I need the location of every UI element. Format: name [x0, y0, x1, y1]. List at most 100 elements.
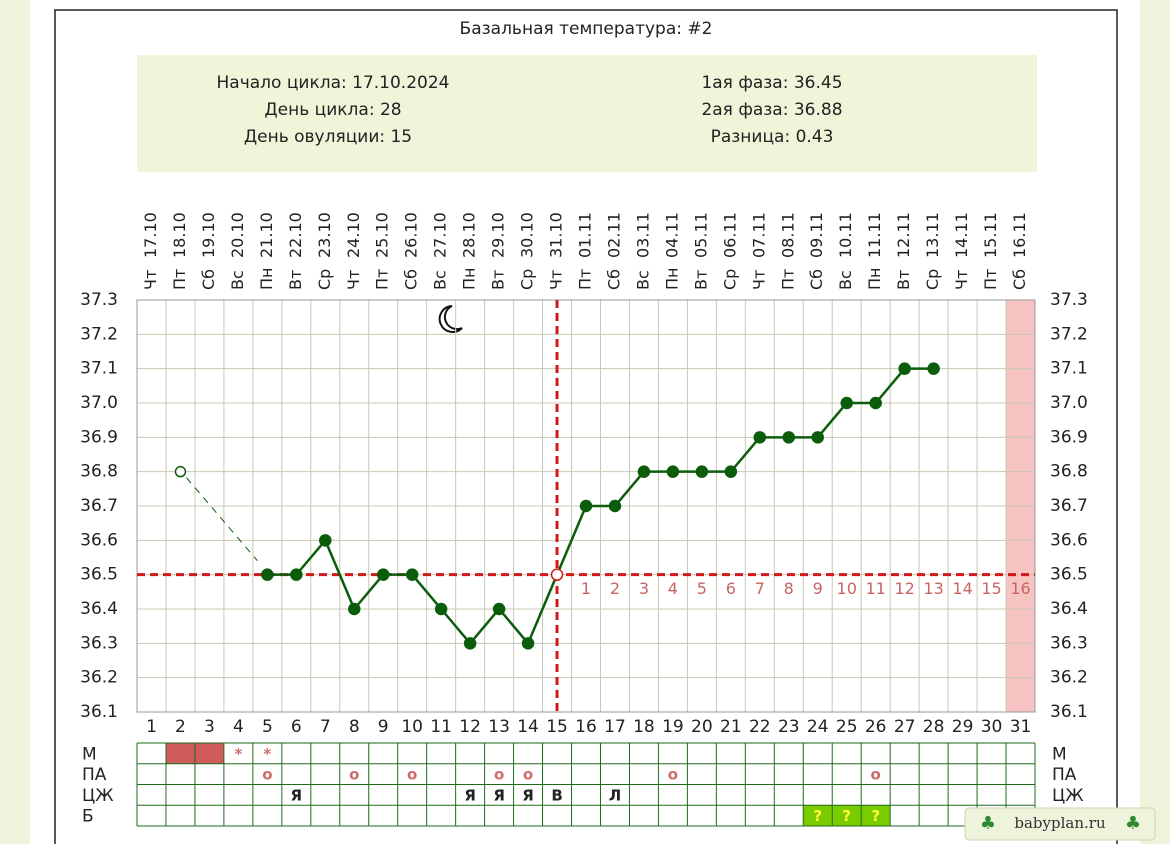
moon-icon	[438, 305, 463, 333]
x-tick-label: 29	[952, 717, 974, 737]
y-tick-label-right: 36.1	[1050, 702, 1088, 722]
x-tick-label: 17	[604, 717, 626, 737]
clover: ♣	[1125, 813, 1141, 834]
weekday-label: Пн	[865, 268, 884, 291]
luteal-day: 1	[581, 579, 591, 598]
table-mark: o	[523, 766, 533, 784]
table-mark: В	[551, 786, 562, 804]
table-mark: ?	[871, 807, 880, 825]
x-tick-label: 18	[633, 717, 655, 737]
weekday-label: Чт	[952, 270, 971, 290]
table-mark: Л	[609, 786, 621, 804]
point	[724, 465, 738, 478]
luteal-day: 7	[755, 579, 765, 598]
weekday-label: Вс	[228, 270, 247, 290]
point	[319, 534, 332, 547]
y-tick-label-right: 37.0	[1050, 393, 1088, 413]
weekday-label: Пн	[257, 268, 276, 291]
y-tick-label: 36.7	[80, 496, 118, 516]
weekday-label: Ср	[923, 269, 942, 290]
luteal-day: 5	[697, 579, 707, 598]
x-tick-label: 19	[662, 717, 684, 737]
luteal-day: 15	[981, 579, 1001, 598]
point	[869, 396, 882, 410]
weekday-label: Пт	[373, 269, 392, 290]
x-tick-label: 22	[749, 717, 771, 737]
point	[550, 568, 564, 581]
excluded-point	[174, 465, 187, 478]
y-tick-label-right: 37.2	[1050, 324, 1088, 344]
table-fill	[832, 805, 862, 826]
weekday-label: Пт	[576, 269, 595, 290]
table-mark: ?	[813, 807, 822, 825]
weekday-label: Сб	[807, 269, 826, 290]
point	[753, 431, 767, 444]
weekday-label: Ср	[315, 269, 334, 290]
table-mark: ?	[842, 807, 851, 825]
date-label: 29.10	[489, 212, 508, 258]
date-label: 26.10	[402, 212, 421, 258]
date-label: 13.11	[923, 212, 942, 258]
date-label: 06.11	[720, 212, 739, 258]
info: Начало цикла: 17.10.2024	[217, 73, 450, 93]
point	[666, 465, 680, 478]
x-tick-label: 2	[175, 717, 186, 737]
weekday-label: Пт	[981, 269, 1000, 290]
weekday-label: Пт	[778, 269, 797, 290]
table-mark: o	[262, 766, 272, 784]
point	[579, 499, 593, 513]
table-mark: *	[234, 745, 242, 763]
table-fill	[861, 805, 891, 826]
x-tick-label: 8	[349, 717, 360, 737]
date-label: 28.10	[460, 212, 479, 258]
x-tick-label: 24	[807, 717, 829, 737]
y-tick-label: 36.1	[80, 702, 118, 722]
x-tick-label: 26	[865, 717, 887, 737]
luteal-day: 12	[894, 579, 914, 598]
point	[463, 637, 477, 650]
weekday-label: Вс	[431, 270, 450, 290]
table-mark: Я	[291, 786, 303, 804]
date-label: 24.10	[344, 212, 363, 258]
date-label: 16.11	[1010, 212, 1029, 258]
weekday-label: Вт	[894, 270, 913, 290]
table-row-label-right: М	[1052, 744, 1067, 764]
date-label: 30.10	[518, 212, 537, 258]
point	[608, 499, 622, 513]
watermark: babyplan.ru	[1014, 814, 1106, 832]
series-line	[267, 367, 934, 646]
weekday-label: Сб	[1010, 269, 1029, 290]
date-label: 15.11	[981, 212, 1000, 258]
weekday-label: Сб	[604, 269, 623, 290]
table-mark: o	[668, 766, 678, 784]
x-tick-label: 6	[291, 717, 302, 737]
weekday-label: Сб	[402, 269, 421, 290]
x-tick-label: 31	[1010, 717, 1032, 737]
y-tick-label-right: 36.7	[1050, 496, 1088, 516]
weekday-label: Пн	[460, 268, 479, 291]
table-fill	[194, 743, 224, 764]
table-row-label: ПА	[82, 765, 107, 785]
luteal-day: 3	[639, 579, 649, 598]
table-mark: Я	[464, 786, 476, 804]
info: День овуляции: 15	[244, 127, 412, 147]
y-tick-label: 36.5	[80, 565, 118, 585]
y-tick-label-right: 37.1	[1050, 359, 1088, 379]
x-tick-label: 16	[575, 717, 597, 737]
info: 1ая фаза: 36.45	[701, 73, 842, 93]
date-label: 25.10	[373, 212, 392, 258]
date-label: 17.10	[141, 212, 160, 258]
info: День цикла: 28	[264, 100, 401, 120]
x-tick-label: 11	[430, 717, 452, 737]
point	[840, 396, 853, 410]
luteal-day: 2	[610, 579, 620, 598]
luteal-day: 13	[923, 579, 943, 598]
date-label: 03.11	[633, 212, 652, 258]
y-tick-label: 36.6	[80, 530, 118, 550]
y-tick-label-right: 36.9	[1050, 427, 1088, 447]
x-tick-label: 5	[262, 717, 273, 737]
y-tick-label-right: 36.5	[1050, 565, 1088, 585]
weekday-label: Вт	[691, 270, 710, 290]
table-row-label: ЦЖ	[82, 786, 114, 806]
